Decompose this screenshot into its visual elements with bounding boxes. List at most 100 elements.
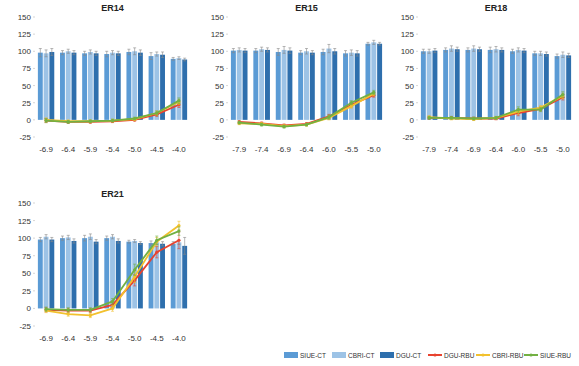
error-bar [450, 46, 453, 51]
error-bar [67, 49, 70, 53]
bar [253, 51, 258, 120]
bar [104, 238, 109, 308]
bar [566, 55, 571, 119]
error-bar [478, 47, 481, 51]
bar [555, 56, 560, 120]
error-bar [117, 51, 120, 55]
x-tick-label: -6.9 [39, 145, 53, 154]
legend-marker [529, 353, 532, 356]
title: ER18 [485, 3, 508, 13]
error-bar [105, 51, 108, 56]
marker [111, 119, 114, 122]
error-bar [489, 47, 492, 52]
x-tick-label: -6.4 [61, 334, 75, 343]
x-tick-label: -6.0 [322, 145, 336, 154]
bar [171, 244, 176, 309]
marker [450, 117, 453, 120]
x-tick-label: -4.0 [172, 145, 186, 154]
marker [177, 99, 180, 102]
x-tick-label: -7.9 [422, 145, 436, 154]
x-tick-label: -5.4 [106, 334, 120, 343]
bar [276, 52, 281, 120]
error-bar [283, 46, 286, 53]
error-bar [155, 236, 158, 244]
error-bar [450, 117, 453, 120]
bar [88, 52, 93, 120]
x-tick-label: -5.0 [367, 145, 381, 154]
bar [287, 51, 292, 120]
error-bar [83, 235, 86, 241]
bar [510, 51, 515, 120]
y-tick [226, 17, 228, 18]
error-bar [67, 120, 70, 123]
y-tick-label: 100 [211, 47, 225, 56]
error-bar [428, 49, 431, 53]
error-bar [89, 234, 92, 240]
error-bar [67, 235, 70, 239]
bar [44, 237, 49, 309]
marker [450, 116, 453, 119]
x-tick-label: -5.0 [128, 145, 142, 154]
error-bar [155, 111, 158, 115]
y-tick [33, 220, 35, 221]
y-tick [33, 326, 35, 327]
y-tick-label: 0 [220, 116, 225, 125]
error-bar [511, 49, 514, 53]
error-bar [83, 51, 86, 55]
error-bar [45, 308, 48, 312]
x-tick-label: -5.9 [83, 145, 97, 154]
error-bar [45, 235, 48, 239]
error-bar [539, 51, 542, 55]
error-bar [150, 241, 153, 245]
marker [111, 119, 114, 122]
y-tick [33, 308, 35, 309]
bar [332, 51, 337, 120]
marker [372, 91, 375, 94]
line [46, 225, 179, 315]
x-tick-label: -6.4 [489, 145, 503, 154]
marker [428, 116, 431, 119]
y-tick [33, 238, 35, 239]
y-tick-label: 150 [211, 13, 225, 22]
error-bar [433, 49, 436, 53]
error-bar [327, 116, 330, 120]
y-tick-label: 100 [18, 47, 32, 56]
bar [544, 54, 549, 120]
marker [428, 116, 431, 119]
bar [560, 55, 565, 120]
error-bar [260, 123, 263, 126]
bar [443, 50, 448, 120]
error-bar [89, 313, 92, 317]
error-bar [89, 120, 92, 123]
legend-marker [481, 353, 484, 356]
y-tick [416, 119, 418, 120]
marker [450, 116, 453, 119]
marker [155, 111, 158, 114]
error-bar [350, 50, 353, 55]
error-bar [133, 118, 136, 121]
y-tick [226, 51, 228, 52]
error-bar [539, 107, 542, 111]
marker [472, 118, 475, 121]
legend-item: SIUE-CT [284, 352, 326, 359]
error-bar [139, 242, 142, 245]
error-bar [155, 247, 158, 258]
error-bar [111, 119, 114, 122]
error-bar [428, 116, 431, 119]
error-bar [333, 49, 336, 54]
bar [465, 50, 470, 120]
marker [155, 251, 158, 254]
y-tick [416, 68, 418, 69]
bar [259, 49, 264, 120]
y-tick-label: 0 [27, 116, 32, 125]
error-bar [89, 50, 92, 54]
marker [260, 122, 263, 125]
marker [260, 123, 263, 126]
line [239, 92, 374, 126]
error-bar [472, 46, 475, 51]
error-bar [238, 121, 241, 124]
marker [177, 239, 180, 242]
y-tick-label: 25 [405, 99, 414, 108]
error-bar [472, 117, 475, 120]
error-bar [456, 47, 459, 51]
